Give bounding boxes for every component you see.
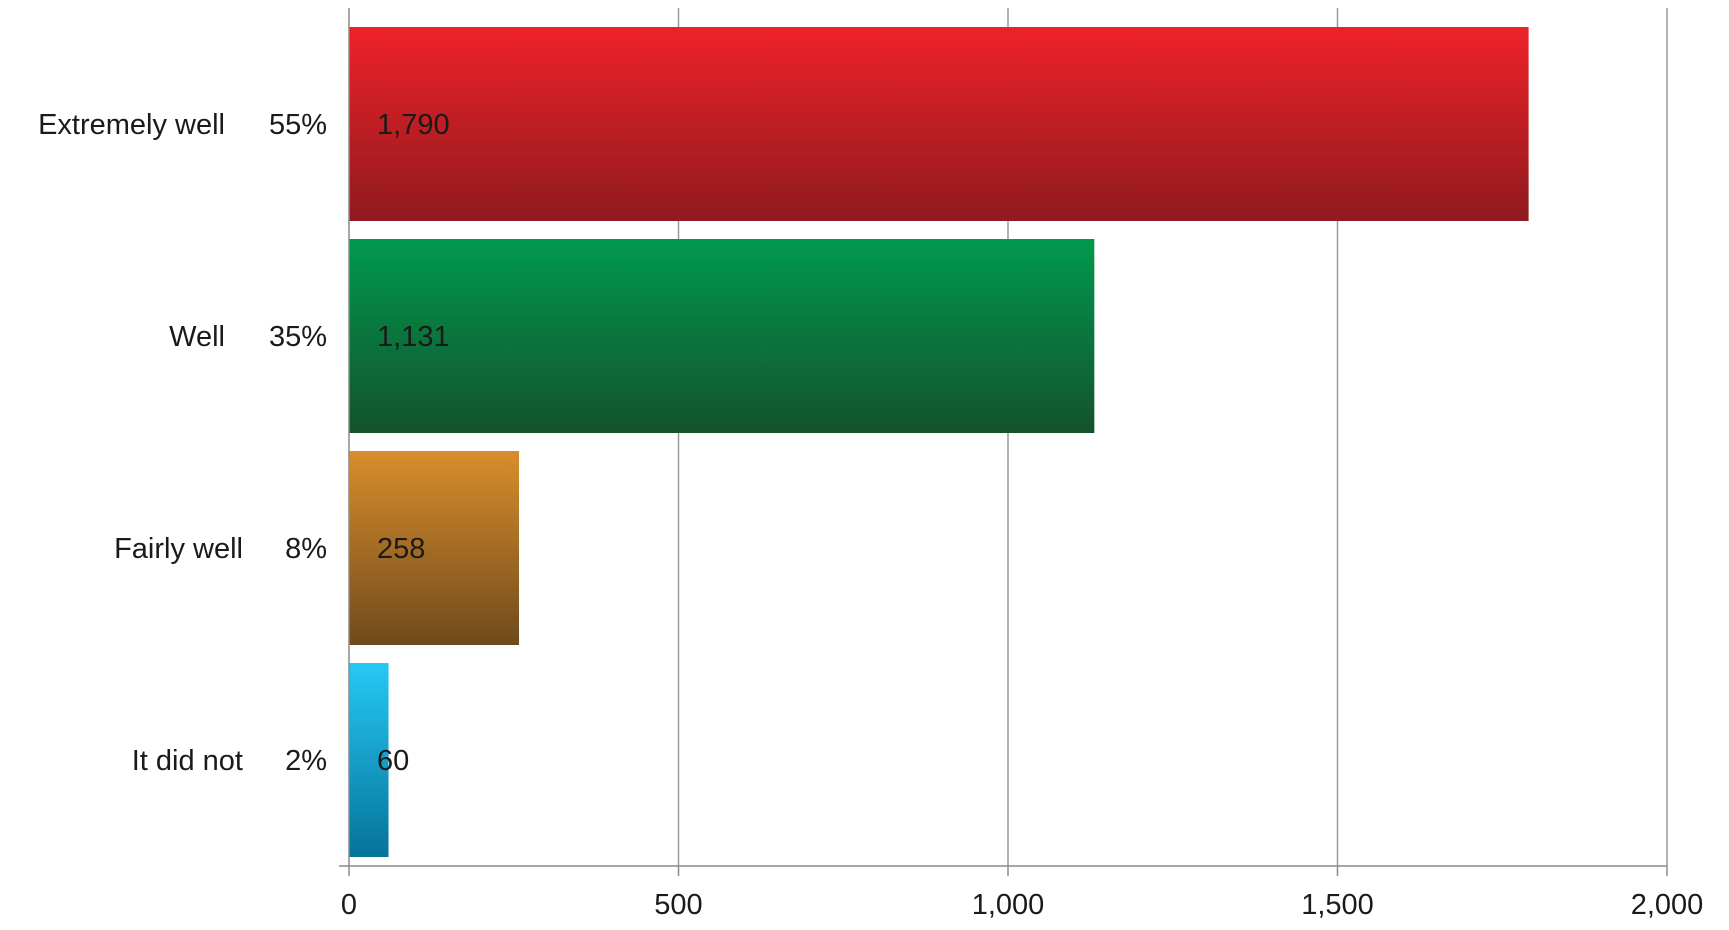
- category-label: Extremely well: [38, 109, 225, 141]
- x-tick-label: 500: [654, 889, 702, 921]
- bar-fairly-well: [349, 451, 520, 645]
- bar-it-did-not: [349, 663, 389, 857]
- data-label: 1,790: [377, 109, 450, 141]
- percentage-label: 55%: [269, 109, 327, 141]
- x-axis: 0 500 1,000 1,500 2,000: [339, 8, 1703, 921]
- x-tick-label: 2,000: [1631, 889, 1704, 921]
- category-label: It did not: [132, 745, 243, 777]
- x-tick-label: 1,500: [1301, 889, 1374, 921]
- bar-well: [349, 239, 1095, 433]
- bars: [349, 27, 1529, 857]
- bar-extremely-well: [349, 27, 1529, 221]
- x-tick-label: 1,000: [972, 889, 1045, 921]
- x-tick-label: 0: [341, 889, 357, 921]
- data-label: 258: [377, 533, 425, 565]
- percentage-label: 2%: [285, 745, 327, 777]
- data-label: 60: [377, 745, 409, 777]
- labels: 1,790 55% Extremely well 1,131 35% Well 258 8% F…: [38, 109, 450, 777]
- data-label: 1,131: [377, 321, 450, 353]
- percentage-label: 8%: [285, 533, 327, 565]
- category-label: Well: [169, 321, 225, 353]
- percentage-label: 35%: [269, 321, 327, 353]
- category-label: Fairly well: [114, 533, 243, 565]
